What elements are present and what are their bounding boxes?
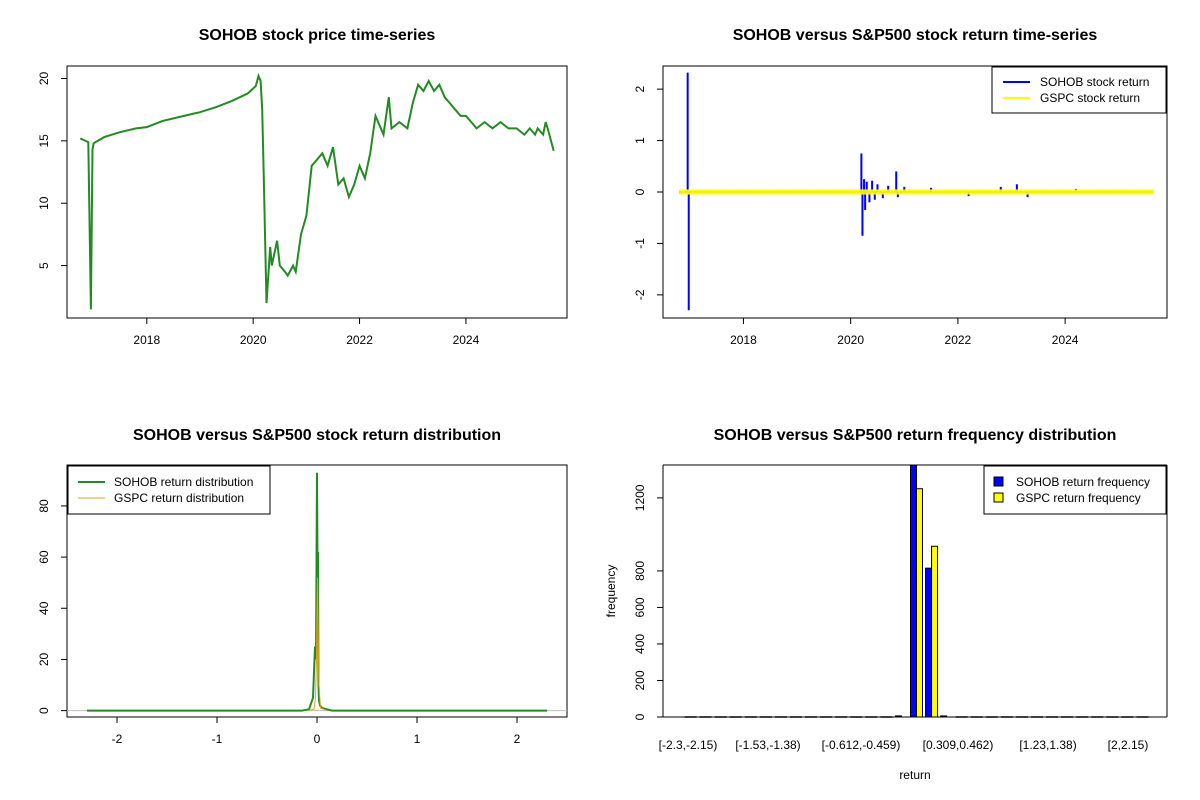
frequency-category-label: [1.23,1.38): [1019, 738, 1076, 752]
price-x-tick-label: 2020: [240, 333, 267, 347]
return-legend: SOHOB stock return GSPC stock return: [991, 66, 1167, 114]
return-legend-label: SOHOB stock return: [1040, 75, 1149, 89]
dist-y-tick-label: 40: [37, 601, 51, 615]
freq-y-tick-label: 200: [633, 670, 647, 690]
distribution-legend-box: [67, 465, 271, 515]
sohob-distribution-line: [87, 472, 547, 712]
return-x-tick-label: 2018: [730, 333, 757, 347]
price-y-tick-label: 5: [37, 262, 51, 269]
frequency-legend-swatch: [993, 492, 1004, 503]
dist-x-tick-label: 0: [314, 732, 321, 746]
distribution-legend-label: GSPC return distribution: [114, 491, 244, 505]
price-x-tick-label: 2024: [453, 333, 480, 347]
frequency-category-label: [-2.3,-2.15): [659, 738, 718, 752]
frequency-chart-title: SOHOB versus S&P500 return frequency dis…: [714, 427, 1117, 444]
price-x-tick-label: 2022: [346, 333, 373, 347]
dist-x-tick-label: -1: [212, 732, 223, 746]
freq-y-tick-label: 800: [633, 561, 647, 581]
frequency-category-label: [0.309,0.462): [923, 738, 994, 752]
return-chart: SOHOB versus S&P500 stock return time-se…: [633, 27, 1168, 347]
gspc-return-band: [679, 189, 1154, 195]
dist-x-tick-label: -2: [112, 732, 123, 746]
frequency-legend-label: SOHOB return frequency: [1016, 475, 1150, 489]
frequency-category-label: [-0.612,-0.459): [822, 738, 901, 752]
gspc-frequency-bar: [931, 545, 939, 718]
frequency-legend: SOHOB return frequency GSPC return freque…: [983, 465, 1167, 515]
dist-x-tick-label: 2: [514, 732, 521, 746]
return-chart-title: SOHOB versus S&P500 stock return time-se…: [733, 27, 1098, 44]
frequency-x-label: return: [899, 768, 930, 782]
dist-x-tick-label: 1: [414, 732, 421, 746]
return-x-tick-label: 2022: [945, 333, 972, 347]
freq-y-tick-label: 600: [633, 597, 647, 617]
sohob-frequency-bar: [910, 464, 917, 718]
sohob-frequency-bar: [940, 715, 948, 718]
price-series-line: [79, 72, 555, 310]
sohob-frequency-bar: [925, 567, 933, 718]
frequency-category-label: [2,2.15): [1108, 738, 1149, 752]
sohob-frequency-bar: [894, 715, 902, 718]
return-legend-label: GSPC stock return: [1040, 91, 1140, 105]
price-chart-title: SOHOB stock price time-series: [199, 27, 436, 44]
gspc-frequency-bar: [916, 488, 923, 718]
return-y-tick-label: 2: [633, 85, 647, 92]
frequency-category-label: [-1.53,-1.38): [735, 738, 800, 752]
price-chart-frame: [66, 65, 568, 319]
return-y-tick-label: -2: [633, 289, 647, 300]
price-y-tick-label: 10: [37, 196, 51, 210]
return-x-tick-label: 2020: [837, 333, 864, 347]
distribution-chart: SOHOB versus S&P500 stock return distrib…: [37, 427, 568, 746]
freq-y-tick-label: 1200: [633, 484, 647, 511]
return-y-tick-label: -1: [633, 238, 647, 249]
return-x-tick-label: 2024: [1052, 333, 1079, 347]
frequency-legend-swatch: [993, 476, 1004, 487]
return-y-tick-label: 0: [633, 188, 647, 195]
return-legend-box: [991, 66, 1167, 114]
dist-y-tick-label: 80: [37, 499, 51, 513]
distribution-legend-label: SOHOB return distribution: [114, 475, 253, 489]
frequency-legend-label: GSPC return frequency: [1016, 491, 1141, 505]
distribution-chart-title: SOHOB versus S&P500 stock return distrib…: [133, 427, 501, 444]
frequency-chart: SOHOB versus S&P500 return frequency dis…: [604, 427, 1168, 782]
freq-y-tick-label: 400: [633, 634, 647, 654]
dist-y-tick-label: 0: [37, 707, 51, 714]
freq-y-tick-label: 0: [633, 713, 647, 720]
frequency-legend-box: [983, 465, 1167, 515]
gspc-distribution-line: [306, 577, 328, 712]
frequency-y-label: frequency: [604, 565, 618, 618]
price-y-tick-label: 20: [37, 71, 51, 85]
return-y-tick-label: 1: [633, 137, 647, 144]
dist-y-tick-label: 60: [37, 550, 51, 564]
distribution-legend: SOHOB return distribution GSPC return dis…: [67, 465, 271, 515]
dist-y-tick-label: 20: [37, 652, 51, 666]
price-x-tick-label: 2018: [133, 333, 160, 347]
price-y-tick-label: 15: [37, 134, 51, 148]
